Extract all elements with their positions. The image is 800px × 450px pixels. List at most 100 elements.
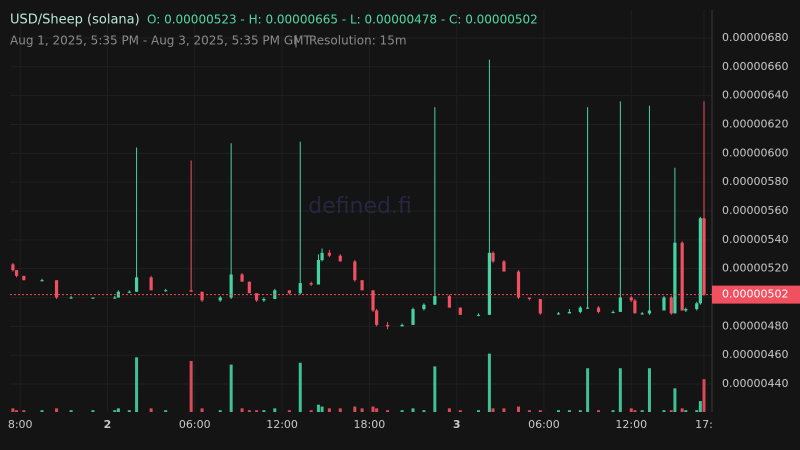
- subtitle: Aug 1, 2025, 5:35 PM - Aug 3, 2025, 5:35…: [10, 34, 311, 48]
- candle-body: [360, 280, 364, 291]
- y-tick-label: 0.00000620: [722, 117, 788, 130]
- candle-body: [578, 307, 582, 312]
- volume-bar: [411, 408, 415, 412]
- volume-bar: [69, 410, 73, 412]
- y-tick-label: 0.00000660: [722, 60, 788, 73]
- x-tick-label: 8:00: [8, 418, 33, 431]
- candle-body: [596, 307, 601, 312]
- volume-bar: [684, 410, 688, 412]
- volume-bar: [316, 404, 320, 412]
- x-tick-label: 06:00: [528, 418, 560, 431]
- volume-bar: [597, 410, 601, 412]
- candle-body: [134, 277, 139, 292]
- candle-body: [14, 270, 19, 276]
- candle-body: [149, 277, 153, 291]
- ohlc-text: O: 0.00000523 - H: 0.00000665 - L: 0.000…: [147, 13, 538, 27]
- volume-bar: [618, 368, 622, 412]
- volume-bar: [586, 368, 590, 412]
- candle-body: [611, 311, 615, 313]
- x-tick-label: 3: [453, 418, 461, 431]
- candle-body: [662, 297, 666, 311]
- volume-bar: [491, 408, 495, 412]
- volume-bar: [164, 410, 168, 412]
- volume-bar: [113, 410, 117, 412]
- volume-bar: [247, 410, 251, 412]
- candle-body: [538, 298, 542, 314]
- candle-body: [684, 309, 688, 311]
- candle-body: [458, 307, 462, 315]
- candle-body: [69, 297, 73, 299]
- y-tick-label: 0.00000520: [722, 262, 788, 275]
- volume-bar: [633, 410, 637, 412]
- volume-bar: [476, 410, 480, 412]
- y-tick-label: 0.00000480: [722, 319, 788, 332]
- candle-body: [647, 310, 652, 314]
- candle-body: [127, 291, 131, 293]
- volume-bar: [698, 401, 702, 412]
- candle-body: [487, 252, 491, 315]
- candle-body: [309, 283, 313, 285]
- volume-bar: [262, 410, 266, 412]
- watermark: defined.fi: [308, 194, 412, 219]
- x-tick-label: 18:00: [354, 418, 386, 431]
- candle-body: [629, 297, 633, 301]
- volume-bar: [91, 410, 95, 412]
- volume-bar: [320, 406, 324, 412]
- candle-body: [586, 307, 590, 309]
- volume-bar: [629, 408, 633, 412]
- y-tick-label: 0.00000440: [722, 377, 788, 390]
- y-tick-label: 0.00000460: [722, 348, 788, 361]
- volume-bar: [640, 410, 644, 412]
- candle-body: [189, 290, 193, 292]
- volume-bar: [55, 408, 59, 412]
- volume-bar: [273, 408, 277, 412]
- candle-body: [491, 252, 495, 262]
- grid: [10, 10, 712, 412]
- volume-bar: [371, 406, 375, 412]
- x-tick-label: 12:00: [615, 418, 647, 431]
- candle-body: [673, 242, 677, 314]
- volume-bar: [360, 408, 364, 412]
- candle-body: [371, 290, 375, 311]
- candle-body: [320, 252, 324, 261]
- candle-body: [22, 275, 26, 281]
- candle-body: [298, 283, 302, 294]
- candle-body: [698, 218, 702, 304]
- last-price-box: [712, 285, 800, 304]
- volume-bar: [338, 408, 342, 412]
- candle-body: [633, 300, 637, 314]
- candle-body: [476, 314, 481, 316]
- x-tick-label: 06:00: [179, 418, 211, 431]
- x-tick-label: 12:00: [266, 418, 298, 431]
- volume-bar: [353, 406, 357, 412]
- candle-body: [556, 313, 561, 315]
- x-tick-label: 17:: [695, 418, 713, 431]
- volume-bar: [127, 410, 131, 412]
- y-tick-label: 0.00000600: [722, 146, 788, 159]
- volume-bar: [287, 410, 291, 412]
- candle-body: [385, 324, 390, 327]
- candle-body: [669, 297, 673, 314]
- resolution: Resolution: 15m: [309, 34, 407, 48]
- candle-body: [353, 261, 357, 281]
- candle-body: [695, 303, 699, 310]
- candle-body: [218, 297, 222, 301]
- candle-body: [411, 309, 415, 325]
- volume-bar: [22, 410, 26, 412]
- volume-bar: [557, 410, 561, 412]
- volume-bar: [240, 408, 244, 412]
- candle-body: [91, 297, 95, 299]
- volume-bar: [375, 408, 379, 412]
- candle-body: [640, 313, 644, 315]
- candle-body: [338, 255, 342, 262]
- candle-body: [618, 297, 622, 312]
- volume-bar: [516, 406, 520, 412]
- candle-body: [11, 264, 15, 271]
- y-tick-label: 0.00000680: [722, 31, 788, 44]
- volume-bar: [116, 408, 120, 412]
- candle-body: [164, 290, 168, 292]
- candle-body: [327, 252, 331, 256]
- volume-bar: [149, 408, 153, 412]
- candle-body: [54, 280, 59, 298]
